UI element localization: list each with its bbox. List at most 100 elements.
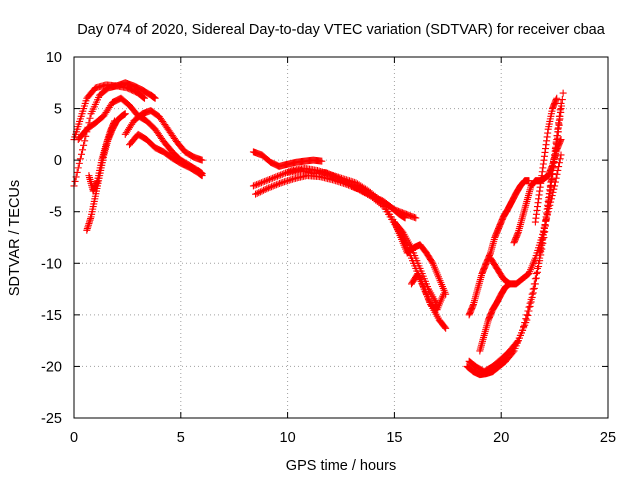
data-point <box>333 174 341 182</box>
data-point <box>277 171 285 179</box>
data-point <box>121 110 129 118</box>
data-point <box>269 182 277 190</box>
data-point <box>198 156 206 164</box>
data-point <box>276 179 284 187</box>
data-point <box>535 263 543 271</box>
data-point <box>260 186 268 194</box>
series-arc-4 <box>121 107 206 164</box>
data-point <box>253 189 261 197</box>
data-point <box>530 284 538 292</box>
y-tick-label: 0 <box>54 153 62 169</box>
data-point <box>265 175 273 183</box>
plot-frame <box>73 56 609 419</box>
data-point <box>255 189 263 197</box>
series-arc-13 <box>390 218 450 298</box>
series-arc-10 <box>252 172 450 332</box>
data-point <box>274 180 282 188</box>
data-point <box>280 170 288 178</box>
data-point <box>550 185 558 193</box>
series-arc-21 <box>536 105 565 257</box>
y-tick-label: 10 <box>46 50 62 66</box>
data-point <box>263 185 271 193</box>
data-point <box>324 169 332 177</box>
data-point <box>266 183 274 191</box>
data-point <box>531 280 539 288</box>
data-point <box>261 186 269 194</box>
data-point <box>556 155 564 163</box>
data-point <box>523 316 531 324</box>
series-arc-7 <box>85 117 119 195</box>
data-point <box>525 177 533 185</box>
data-point <box>76 155 84 163</box>
y-axis-tick-labels: 10 5 0 -5 -10 -15 -20 -25 <box>41 50 62 427</box>
y-tick-label: -25 <box>41 411 62 427</box>
data-point <box>553 94 561 102</box>
axis-ticks <box>73 56 609 419</box>
data-point <box>278 170 286 178</box>
data-point <box>71 177 79 185</box>
data-point <box>267 175 275 183</box>
data-point <box>557 151 565 159</box>
data-point <box>346 181 354 189</box>
data-point <box>318 157 326 165</box>
data-point <box>536 257 544 265</box>
data-point <box>526 302 534 310</box>
y-tick-label: -10 <box>41 256 62 272</box>
data-point <box>270 174 278 182</box>
data-point <box>264 184 272 192</box>
data-point <box>262 177 270 185</box>
data-point <box>75 159 83 167</box>
data-point <box>557 105 565 113</box>
series-arc-22 <box>531 94 561 226</box>
data-point <box>269 174 277 182</box>
data-point <box>254 180 262 188</box>
data-point <box>259 178 267 186</box>
x-axis-tick-labels: 0 5 10 15 20 25 <box>70 430 616 446</box>
x-tick-label: 15 <box>386 430 402 446</box>
chart-title: Day 074 of 2020, Sidereal Day-to-day VTE… <box>77 22 606 38</box>
data-point <box>140 94 148 102</box>
data-point <box>256 188 264 196</box>
data-points <box>70 79 567 379</box>
data-point <box>271 181 279 189</box>
y-tick-label: -20 <box>41 359 62 375</box>
data-point <box>73 168 81 176</box>
data-point <box>249 182 257 190</box>
data-point <box>558 96 566 104</box>
data-point <box>528 293 536 301</box>
data-point <box>332 173 340 181</box>
data-point <box>268 183 276 191</box>
data-point <box>77 150 85 158</box>
data-point <box>442 324 450 332</box>
data-point <box>80 141 88 149</box>
data-point <box>275 172 283 180</box>
y-tick-label: 5 <box>54 102 62 118</box>
data-point <box>525 307 533 315</box>
data-point <box>151 94 159 102</box>
data-point <box>325 170 333 178</box>
data-point <box>111 117 119 125</box>
data-point <box>513 338 521 346</box>
data-point <box>79 146 87 154</box>
series-arc-12 <box>348 182 420 222</box>
data-point <box>272 173 280 181</box>
y-axis-label: SDTVAR / TECUs <box>7 180 23 296</box>
data-point <box>559 89 567 97</box>
y-tick-label: -5 <box>49 205 62 221</box>
data-point <box>272 181 280 189</box>
data-point <box>532 274 540 282</box>
data-point <box>257 179 265 187</box>
data-point <box>256 179 264 187</box>
data-point <box>140 94 148 102</box>
x-tick-label: 5 <box>177 430 185 446</box>
x-tick-label: 10 <box>280 430 296 446</box>
x-tick-label: 25 <box>600 430 616 446</box>
data-point <box>327 171 335 179</box>
x-tick-label: 0 <box>70 430 78 446</box>
data-point <box>198 172 206 180</box>
series-arc-8 <box>249 148 326 170</box>
data-point <box>322 169 330 177</box>
data-point <box>261 177 269 185</box>
x-axis-label: GPS time / hours <box>286 458 396 474</box>
